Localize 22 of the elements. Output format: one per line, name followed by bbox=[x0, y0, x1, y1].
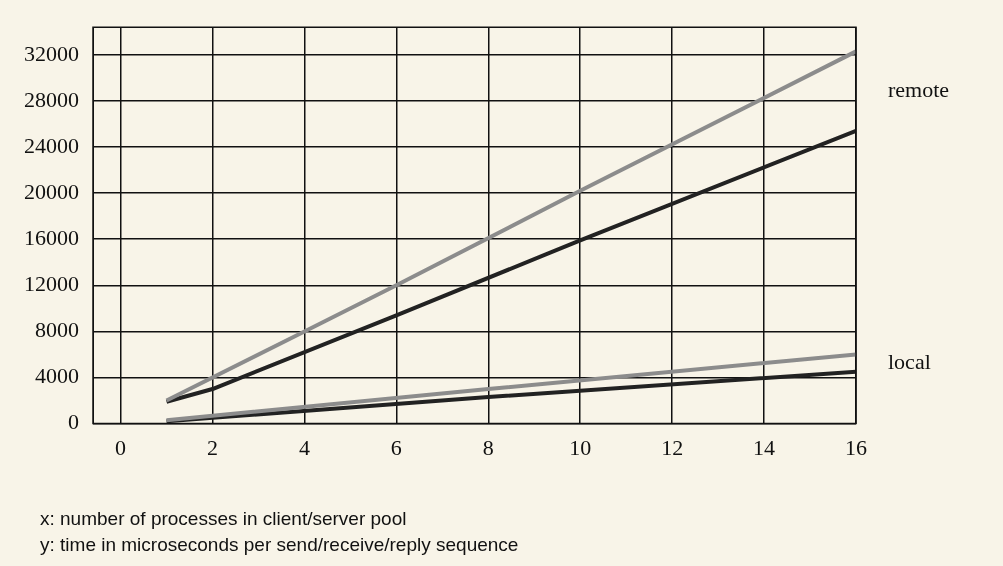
y-tick-label: 16000 bbox=[24, 225, 79, 251]
x-tick-label: 12 bbox=[661, 434, 684, 460]
y-tick-label: 28000 bbox=[24, 86, 79, 112]
x-tick-label: 4 bbox=[298, 434, 310, 460]
x-tick-label: 10 bbox=[569, 434, 592, 460]
x-tick-label: 8 bbox=[482, 434, 494, 460]
y-tick-label: 32000 bbox=[24, 40, 79, 66]
text: remote bbox=[888, 76, 950, 102]
y-tick-label: 12000 bbox=[24, 271, 79, 297]
x-tick-label: 16 bbox=[845, 434, 867, 460]
text: local bbox=[888, 348, 931, 374]
x-tick-label: 0 bbox=[115, 434, 127, 460]
y-tick-label: 0 bbox=[68, 409, 79, 435]
x-tick-label: 2 bbox=[207, 434, 219, 460]
x-tick-label: 6 bbox=[390, 434, 402, 460]
y-tick-label: 8000 bbox=[35, 317, 79, 343]
y-tick-label: 24000 bbox=[24, 132, 79, 158]
y-axis-title: y: time in microseconds per send/receive/reply sequence bbox=[40, 534, 519, 556]
x-axis-title: x: number of processes in client/server pool bbox=[40, 508, 407, 530]
y-tick-label: 20000 bbox=[24, 178, 79, 204]
x-tick-label: 14 bbox=[753, 434, 776, 460]
y-tick-label: 4000 bbox=[35, 363, 79, 389]
